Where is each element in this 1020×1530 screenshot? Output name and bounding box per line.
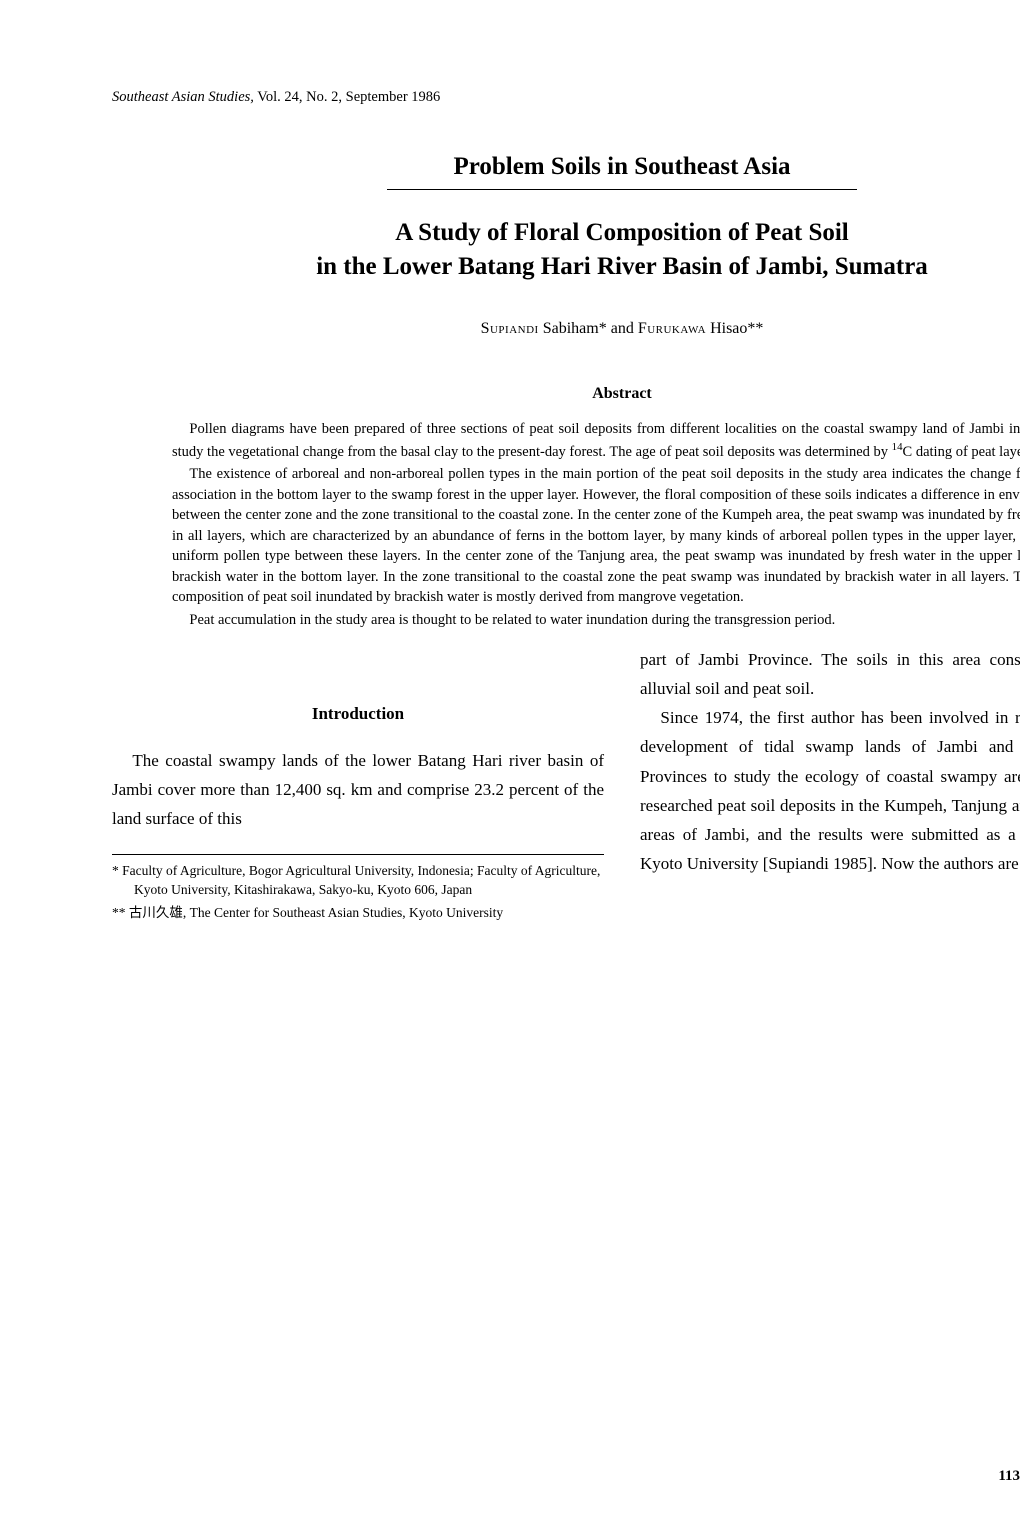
right-col-para-1: part of Jambi Province. The soils in thi… bbox=[640, 645, 1020, 703]
right-column: part of Jambi Province. The soils in thi… bbox=[640, 645, 1020, 926]
abstract-para-3: Peat accumulation in the study area is t… bbox=[172, 610, 1020, 631]
journal-volume: Vol. 24, No. 2, September 1986 bbox=[254, 89, 440, 105]
title-line-1: A Study of Floral Composition of Peat So… bbox=[395, 219, 849, 246]
right-col-para-2: Since 1974, the first author has been in… bbox=[640, 703, 1020, 878]
journal-title: Southeast Asian Studies, bbox=[112, 89, 254, 105]
abstract-label: Abstract bbox=[112, 383, 1020, 405]
abstract-body: Pollen diagrams have been prepared of th… bbox=[172, 419, 1020, 631]
left-col-para-1: The coastal swampy lands of the lower Ba… bbox=[112, 746, 604, 834]
section-heading: Problem Soils in Southeast Asia bbox=[112, 150, 1020, 184]
footnote-1: * Faculty of Agriculture, Bogor Agricult… bbox=[112, 861, 604, 899]
heading-rule bbox=[387, 189, 857, 190]
article-title: A Study of Floral Composition of Peat So… bbox=[112, 216, 1020, 284]
footnotes: * Faculty of Agriculture, Bogor Agricult… bbox=[112, 854, 604, 922]
body-columns: Introduction The coastal swampy lands of… bbox=[112, 645, 1020, 926]
journal-reference: Southeast Asian Studies, Vol. 24, No. 2,… bbox=[112, 88, 1020, 108]
title-line-2: in the Lower Batang Hari River Basin of … bbox=[316, 253, 928, 280]
intro-heading: Introduction bbox=[112, 699, 604, 728]
footnote-2: ** 古川久雄, The Center for Southeast Asian … bbox=[112, 903, 604, 922]
left-column: Introduction The coastal swampy lands of… bbox=[112, 645, 604, 926]
page-number: 113 bbox=[998, 1466, 1020, 1486]
authors: Supiandi Sabiham* and Furukawa Hisao** bbox=[112, 318, 1020, 340]
abstract-para-1: Pollen diagrams have been prepared of th… bbox=[172, 419, 1020, 462]
abstract-para-2: The existence of arboreal and non-arbore… bbox=[172, 464, 1020, 608]
